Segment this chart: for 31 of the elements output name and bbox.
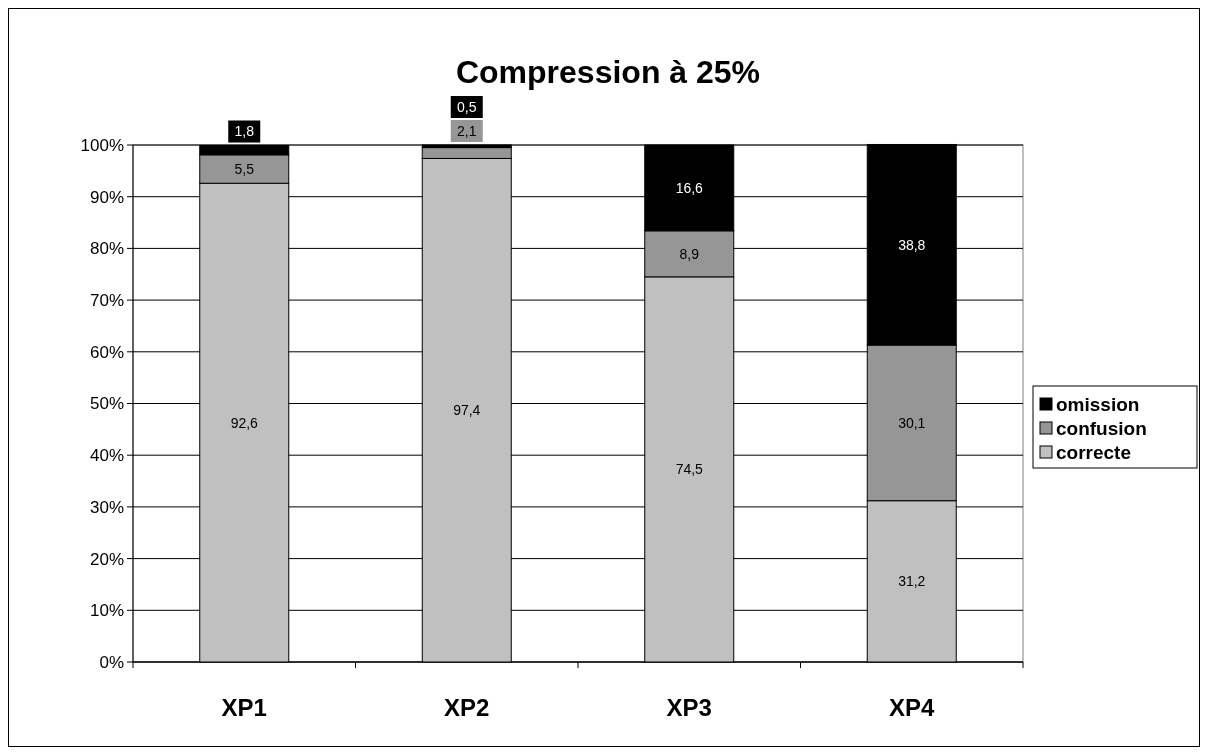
legend-label: omission — [1056, 393, 1140, 415]
data-label: 97,4 — [453, 402, 481, 419]
legend-label: correcte — [1056, 441, 1131, 463]
y-tick-label: 100% — [80, 135, 124, 155]
y-tick-label: 90% — [89, 187, 124, 207]
x-tick-label: XP1 — [221, 694, 267, 721]
y-tick-label: 30% — [89, 497, 124, 517]
y-tick-label: 40% — [89, 446, 124, 466]
data-label: 31,2 — [898, 573, 926, 590]
y-tick-label: 0% — [99, 652, 124, 672]
data-label: 2,1 — [457, 122, 477, 139]
y-tick-label: 80% — [89, 239, 124, 259]
data-label: 16,6 — [675, 179, 704, 196]
x-tick-label: XP4 — [889, 694, 936, 721]
x-tick-label: XP3 — [666, 694, 712, 721]
data-label: 1,8 — [234, 123, 255, 140]
data-label: 8,9 — [679, 245, 700, 262]
data-label: 30,1 — [898, 414, 926, 431]
y-tick-label: 20% — [89, 549, 124, 569]
legend-label: confusion — [1056, 417, 1147, 439]
y-tick-label: 10% — [89, 601, 124, 621]
y-tick-label: 70% — [89, 291, 124, 311]
y-tick-label: 50% — [89, 394, 124, 414]
y-tick-label: 60% — [89, 342, 124, 362]
data-label: 5,5 — [234, 160, 255, 177]
data-label: 74,5 — [675, 461, 704, 478]
data-label: 38,8 — [898, 236, 926, 253]
x-tick-label: XP2 — [444, 694, 490, 721]
chart-title: Compression à 25% — [455, 54, 761, 90]
data-label: 0,5 — [457, 98, 477, 115]
data-label: 92,6 — [230, 414, 259, 431]
